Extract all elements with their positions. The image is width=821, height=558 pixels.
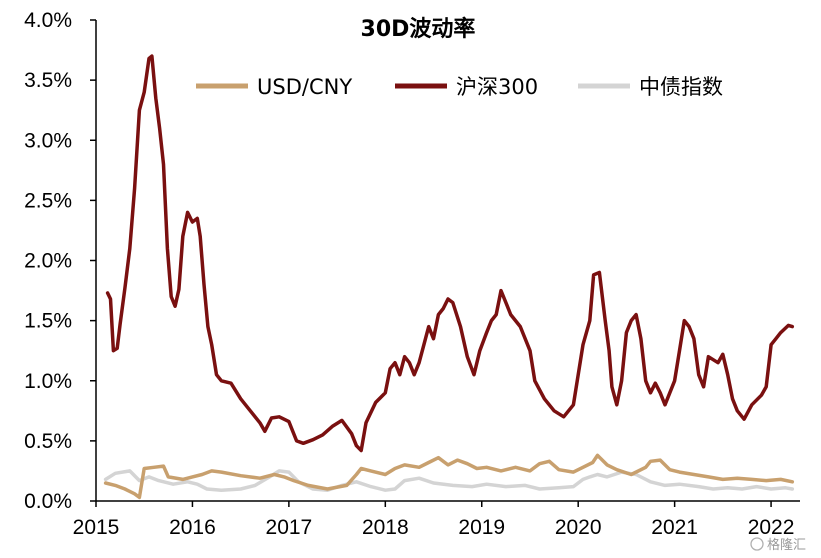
y-tick-label: 0.5% bbox=[24, 430, 72, 453]
x-tick-label: 2019 bbox=[458, 516, 505, 539]
y-axis-ticks: 0.0% 0.5% 1.0% 1.5% 2.0% 2.5% 3.0% 3.5% 4.0% bbox=[24, 9, 96, 513]
x-tick-label: 2020 bbox=[555, 516, 602, 539]
x-tick-label: 2022 bbox=[748, 516, 795, 539]
y-tick-label: 3.0% bbox=[24, 129, 72, 152]
x-axis-ticks: 2015 2016 2017 2018 2019 2020 2021 2022 bbox=[73, 501, 795, 539]
y-tick-label: 2.5% bbox=[24, 189, 72, 212]
legend-label-hs300: 沪深300 bbox=[456, 75, 538, 99]
y-tick-label: 1.5% bbox=[24, 310, 72, 333]
series-line-chinabond bbox=[103, 469, 795, 492]
y-tick-label: 3.5% bbox=[24, 69, 72, 92]
x-tick-label: 2015 bbox=[73, 516, 120, 539]
legend-label-chinabond: 中债指数 bbox=[639, 75, 723, 99]
legend: USD/CNY 沪深300 中债指数 bbox=[196, 75, 723, 99]
series-lines bbox=[103, 54, 795, 500]
x-tick-label: 2018 bbox=[362, 516, 409, 539]
series-line-hs300 bbox=[105, 54, 795, 453]
y-tick-label: 2.0% bbox=[24, 250, 72, 273]
watermark-logo-icon bbox=[750, 537, 764, 551]
y-tick-label: 4.0% bbox=[24, 9, 72, 32]
legend-label-usd-cny: USD/CNY bbox=[257, 75, 352, 99]
watermark-text: 格隆汇 bbox=[767, 537, 806, 553]
x-tick-label: 2021 bbox=[651, 516, 698, 539]
watermark: 格隆汇 bbox=[750, 537, 806, 553]
x-tick-label: 2016 bbox=[169, 516, 216, 539]
x-tick-label: 2017 bbox=[266, 516, 313, 539]
series-line-usd-cny bbox=[103, 453, 795, 500]
y-tick-label: 1.0% bbox=[24, 370, 72, 393]
y-tick-label: 0.0% bbox=[24, 490, 72, 513]
chart-title: 30D波动率 bbox=[361, 16, 476, 42]
